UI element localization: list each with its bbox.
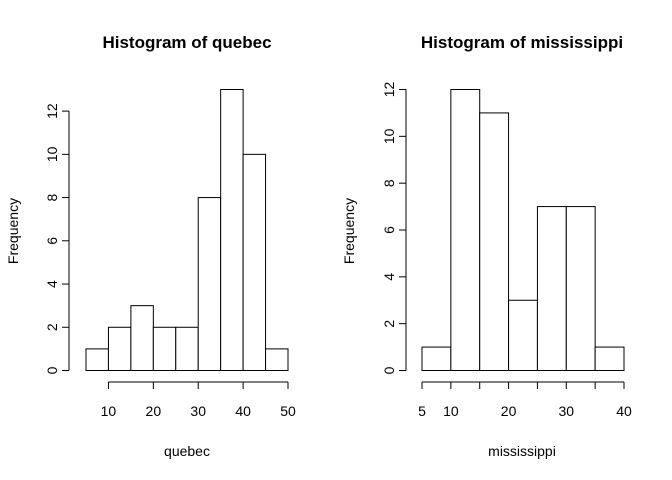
y-tick-label: 10	[44, 146, 60, 162]
bars	[85, 89, 289, 371]
y-tick-label: 8	[44, 193, 60, 201]
y-tick-label: 4	[44, 280, 60, 288]
x-tick-label: 10	[101, 403, 117, 419]
y-axis: 0 2 4 6 8 10 12	[44, 103, 70, 374]
y-axis-label: Frequency	[5, 198, 21, 264]
histogram-bar	[450, 89, 481, 371]
histogram-bar	[85, 348, 109, 371]
y-tick-label: 6	[381, 226, 397, 234]
y-tick-label: 4	[381, 273, 397, 281]
x-tick-label: 5	[418, 403, 426, 419]
x-tick-label: 50	[280, 403, 296, 419]
histogram-bar	[152, 326, 177, 371]
bars	[421, 89, 625, 372]
x-tick-label: 30	[190, 403, 206, 419]
y-tick-label: 10	[381, 128, 397, 144]
x-tick-label: 30	[558, 403, 574, 419]
histogram-bar	[220, 89, 244, 371]
histogram-bar	[130, 305, 154, 371]
histogram-bar	[242, 153, 267, 371]
histogram-bar	[107, 326, 132, 371]
y-tick-label: 6	[44, 237, 60, 245]
histogram-bar	[265, 348, 289, 371]
y-tick-label: 12	[381, 82, 397, 98]
x-axis: 5 10 20 30 40	[418, 381, 632, 419]
x-axis: 10 20 30 40 50	[101, 381, 296, 419]
y-tick-label: 2	[381, 320, 397, 328]
histogram-quebec: Histogram of quebec quebec Frequency 10 2…	[5, 33, 296, 459]
y-tick-label: 8	[381, 179, 397, 187]
x-tick-label: 20	[501, 403, 517, 419]
y-axis-label: Frequency	[341, 198, 357, 264]
histogram-bar	[197, 197, 222, 371]
histogram-bar	[479, 112, 510, 372]
x-tick-label: 40	[616, 403, 632, 419]
histogram-bar	[594, 346, 625, 372]
histogram-bar	[421, 346, 452, 372]
y-tick-label: 0	[381, 366, 397, 374]
histogram-mississippi: Histogram of mississippi mississippi Fre…	[341, 33, 632, 459]
x-tick-label: 40	[235, 403, 251, 419]
histogram-bar	[508, 299, 538, 371]
y-tick-label: 2	[44, 323, 60, 331]
y-tick-label: 12	[44, 103, 60, 119]
chart-title: Histogram of mississippi	[421, 33, 623, 52]
chart-title: Histogram of quebec	[102, 33, 271, 52]
histogram-bar	[536, 206, 567, 371]
y-tick-label: 0	[44, 366, 60, 374]
x-tick-label: 10	[443, 403, 459, 419]
x-axis-label: mississippi	[488, 443, 556, 459]
histogram-bar	[565, 206, 596, 371]
x-tick-label: 20	[146, 403, 162, 419]
x-axis-label: quebec	[164, 443, 210, 459]
histogram-bar	[175, 326, 199, 371]
y-axis: 0 2 4 6 8 10 12	[381, 82, 407, 374]
